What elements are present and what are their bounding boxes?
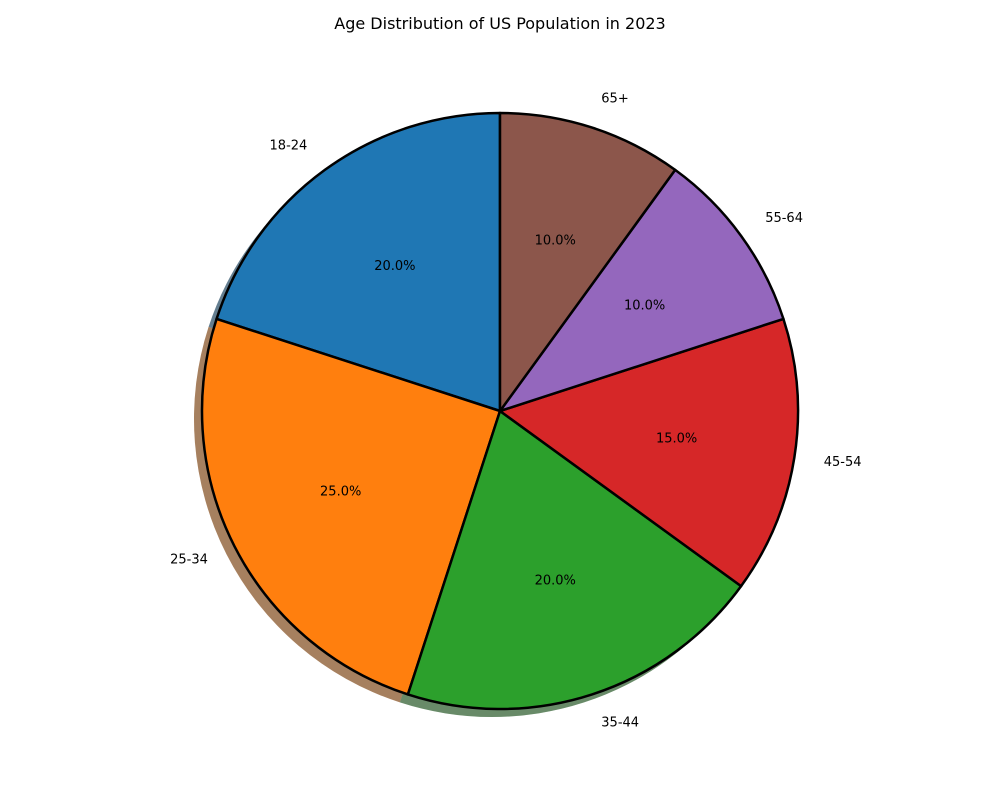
slice-55-64	[498, 168, 785, 413]
slice-label-55-64: 55-64	[765, 211, 803, 226]
chart-title: Age Distribution of US Population in 202…	[334, 14, 665, 33]
slice-35-44	[406, 409, 743, 711]
slice-label-65plus: 65+	[601, 92, 628, 107]
slice-label-25-34: 25-34	[170, 552, 208, 567]
slice-25-34	[200, 317, 502, 696]
pie-slices	[200, 111, 800, 711]
pie-labels: 18-24 20.0% 25-34 25.0% 35-44 20.0% 45-54 15.0%…	[170, 92, 861, 731]
slice-percent-45-54: 15.0%	[656, 431, 697, 446]
slice-label-35-44: 35-44	[601, 715, 639, 730]
slice-label-18-24: 18-24	[270, 138, 308, 153]
slice-label-45-54: 45-54	[824, 455, 862, 470]
slice-percent-18-24: 20.0%	[374, 259, 415, 274]
slice-65plus	[498, 111, 677, 413]
slice-percent-65plus: 10.0%	[535, 233, 576, 248]
slice-percent-35-44: 20.0%	[535, 574, 576, 589]
slice-18-24	[215, 111, 502, 413]
slice-percent-25-34: 25.0%	[320, 485, 361, 500]
slice-45-54	[498, 317, 800, 588]
slice-percent-55-64: 10.0%	[624, 298, 665, 313]
